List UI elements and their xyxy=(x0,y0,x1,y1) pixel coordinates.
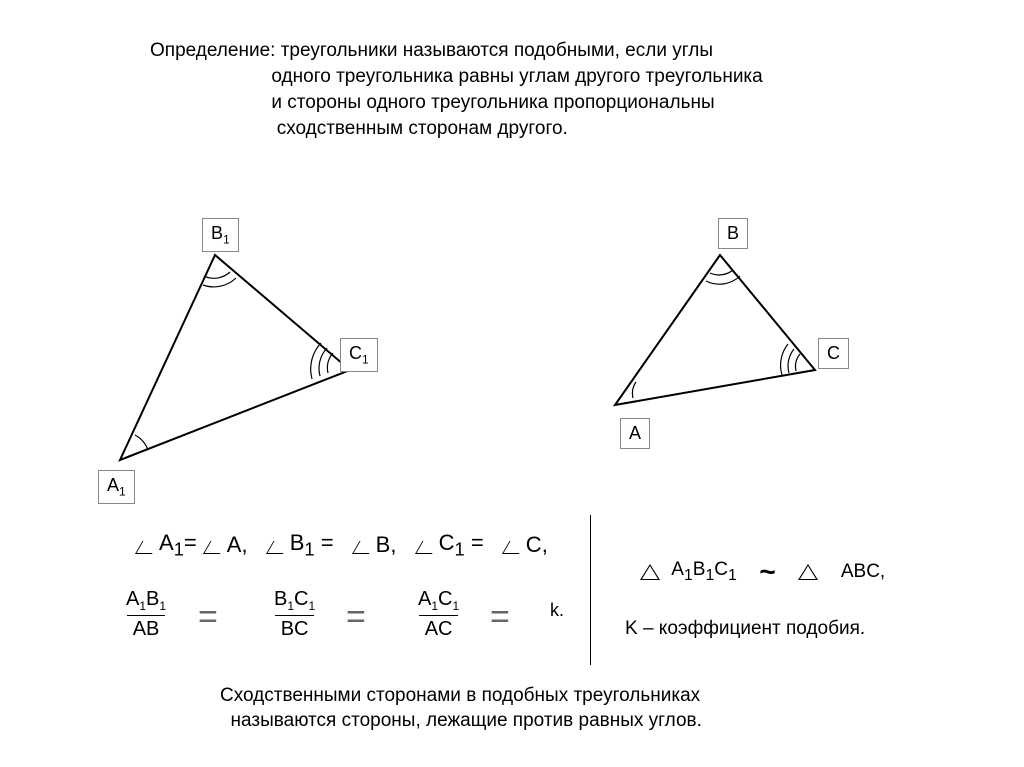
arc-c-1 xyxy=(796,354,800,371)
angle-icon xyxy=(352,536,370,554)
label-a1: A1 xyxy=(98,470,135,504)
arc-b1-2 xyxy=(203,278,236,287)
arc-c-2 xyxy=(788,349,794,373)
label-b1: B1 xyxy=(202,218,239,252)
angle-icon xyxy=(415,536,433,554)
triangles-svg xyxy=(0,0,1024,520)
eq3: = xyxy=(490,598,508,637)
triangle-right xyxy=(615,255,815,405)
angle-icon xyxy=(266,536,284,554)
arc-c-3 xyxy=(781,344,788,375)
arc-a xyxy=(632,382,636,398)
label-a: A xyxy=(620,418,650,449)
arc-c1-2 xyxy=(319,348,327,376)
eq2: = xyxy=(346,598,364,637)
k-label: k. xyxy=(550,600,564,621)
fraction-1: A1B1 AB xyxy=(120,588,172,641)
coef-label: K – коэффициент подобия. xyxy=(625,618,865,640)
fraction-2: B1C1 BC xyxy=(268,588,321,641)
eq1: = xyxy=(198,598,216,637)
vertical-divider xyxy=(590,515,591,665)
angle-equalities: A1= A, B1 = B, C1 = C, xyxy=(135,530,548,560)
triangle-icon xyxy=(798,564,818,580)
arc-b-1 xyxy=(710,270,733,275)
arc-b-2 xyxy=(706,276,740,284)
similarity-row: A1B1C1 ~ ABC, xyxy=(640,556,885,588)
angle-icon xyxy=(203,536,221,554)
label-c: C xyxy=(818,338,849,369)
arc-b1-1 xyxy=(206,272,230,278)
arc-a1 xyxy=(135,435,148,450)
similar-icon: ~ xyxy=(759,556,775,588)
footnote-l1: Сходственными сторонами в подобных треуг… xyxy=(220,685,700,707)
triangle-left xyxy=(120,255,350,460)
fraction-3: A1C1 AC xyxy=(412,588,465,641)
label-c1: C1 xyxy=(340,338,378,372)
footnote-l2: называются стороны, лежащие против равны… xyxy=(220,710,702,732)
angle-icon xyxy=(135,536,153,554)
label-b: B xyxy=(718,218,748,249)
triangle-icon xyxy=(640,564,660,580)
angle-icon xyxy=(502,536,520,554)
